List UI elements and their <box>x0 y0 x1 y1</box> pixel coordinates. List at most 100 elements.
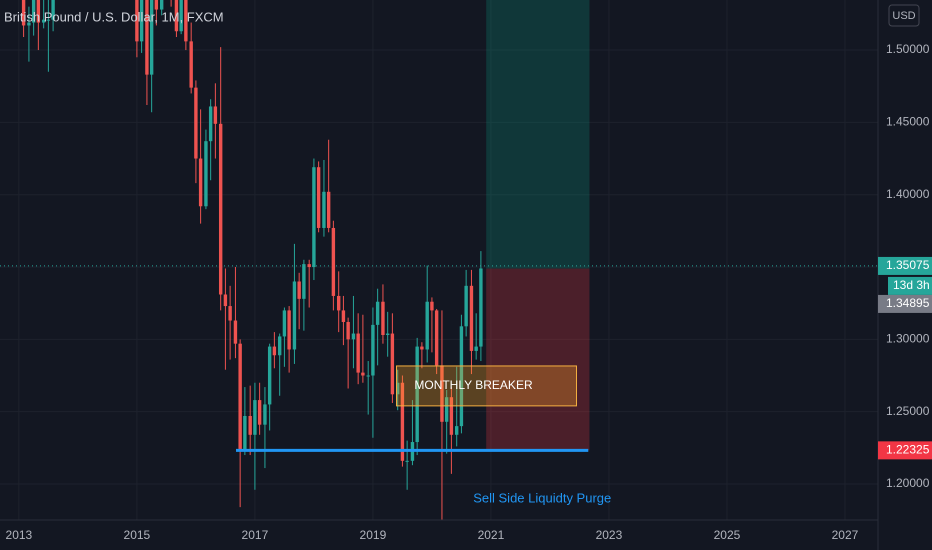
candle-body <box>51 0 55 20</box>
candle-body <box>41 19 46 23</box>
candle-body <box>459 326 464 427</box>
candle-body <box>425 301 429 350</box>
candle-body <box>208 106 213 142</box>
x-tick-label: 2013 <box>6 528 33 542</box>
candle-body <box>346 321 350 340</box>
candle-body <box>21 0 26 26</box>
candle-body <box>213 106 218 124</box>
x-tick-label: 2015 <box>124 528 151 542</box>
level-label-bg <box>878 441 932 460</box>
candle-body <box>331 227 336 296</box>
candle-body <box>238 343 242 450</box>
y-tick-label: 1.30000 <box>886 332 930 346</box>
candle-body <box>366 375 370 377</box>
stop-zone <box>486 268 590 451</box>
candle-body <box>292 281 297 350</box>
candle-body <box>375 301 380 325</box>
candle-body <box>464 285 468 327</box>
last-price-label: 1.35075 <box>886 258 930 272</box>
candle-body <box>297 281 301 299</box>
countdown-label: 13d 3h <box>893 278 930 292</box>
y-tick-label: 1.40000 <box>886 187 930 201</box>
x-tick-label: 2021 <box>478 528 505 542</box>
breaker-label: MONTHLY BREAKER <box>414 378 533 392</box>
candle-body <box>46 19 51 21</box>
candle-body <box>198 158 203 207</box>
candle-body <box>145 0 149 75</box>
y-tick-label: 1.50000 <box>886 42 930 56</box>
candle-body <box>351 333 356 340</box>
candle-body <box>469 285 474 351</box>
candle-body <box>371 324 375 376</box>
candle-body <box>336 295 341 311</box>
candle-body <box>356 333 360 373</box>
candle-body <box>135 0 139 42</box>
x-tick-label: 2019 <box>360 528 387 542</box>
candle-body <box>257 400 262 425</box>
axes: 1.200001.250001.300001.350001.400001.450… <box>6 42 930 542</box>
candle-body <box>228 306 232 321</box>
y-tick-label: 1.20000 <box>886 476 930 490</box>
last-price-label-bg <box>878 256 932 275</box>
candle-body <box>385 333 390 335</box>
candle-body <box>326 191 331 228</box>
candle-body <box>361 372 365 376</box>
candle-body <box>381 301 385 335</box>
candle-body <box>449 397 454 435</box>
currency-label[interactable]: USD <box>892 10 915 22</box>
candle-body <box>420 346 424 350</box>
candle-body <box>174 0 179 32</box>
candle-body <box>277 336 282 356</box>
candle-body <box>405 460 409 462</box>
x-tick-label: 2025 <box>714 528 741 542</box>
chart-title: British Pound / U.S. Dollar, 1M, FXCM <box>4 9 224 24</box>
candle-body <box>434 310 439 366</box>
candle-body <box>479 268 483 347</box>
candle-body <box>248 416 252 435</box>
candle-body <box>316 167 321 228</box>
x-tick-label: 2023 <box>596 528 623 542</box>
candle-body <box>322 191 326 228</box>
candle-body <box>253 400 257 435</box>
candle-body <box>223 294 228 307</box>
y-tick-label: 1.45000 <box>886 115 930 129</box>
candle-body <box>154 0 159 10</box>
candle-body <box>474 346 478 351</box>
candle-body <box>194 87 198 159</box>
candle-body <box>267 346 272 405</box>
candle-body <box>184 0 188 42</box>
y-tick-label: 1.25000 <box>886 404 930 418</box>
candle-body <box>415 346 419 443</box>
candle-body <box>430 301 434 311</box>
candle-body <box>149 0 154 75</box>
candle-body <box>444 397 449 422</box>
candle-body <box>204 141 208 207</box>
sell-note: Sell Side Liquidty Purge <box>473 491 611 506</box>
candle-body <box>302 264 306 299</box>
x-tick-label: 2017 <box>242 528 269 542</box>
candle-body <box>282 310 287 337</box>
currency-button[interactable] <box>888 4 920 27</box>
candle-body <box>400 382 405 461</box>
level-label: 1.22325 <box>886 443 930 457</box>
candle-body <box>272 346 277 356</box>
candle-body <box>263 404 267 425</box>
target-zone <box>486 0 590 269</box>
position-price-label: 1.34895 <box>886 296 930 310</box>
candle-body <box>440 365 444 422</box>
candle-body <box>36 0 41 23</box>
breaker-box <box>396 365 577 407</box>
position-price-bg <box>878 294 932 313</box>
candle-body <box>218 123 223 295</box>
candle-body <box>390 333 395 395</box>
candle-body <box>159 0 164 10</box>
candle-body <box>312 167 316 268</box>
candle-body <box>179 0 183 32</box>
candle-body <box>233 320 238 344</box>
candle-body <box>307 264 311 268</box>
candle-body <box>341 310 346 322</box>
plot-area: MONTHLY BREAKER Sell Side Liquidty Purge <box>0 0 878 520</box>
candle-body <box>395 382 400 395</box>
countdown-bg <box>888 276 932 295</box>
